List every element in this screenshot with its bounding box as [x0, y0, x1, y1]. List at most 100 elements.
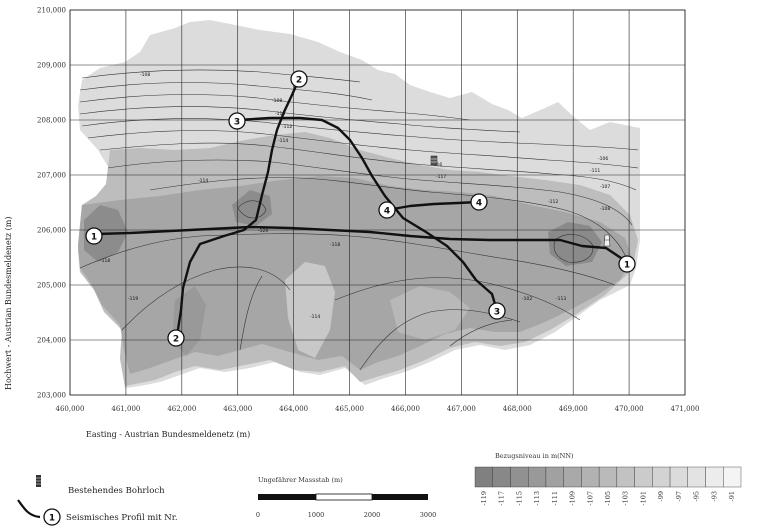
- x-tick-label: 465,000: [335, 405, 364, 413]
- colorbar-swatch: [705, 466, 724, 488]
- contour-line: [121, 266, 291, 331]
- colorbar-swatch: [652, 466, 671, 488]
- svg-text:4: 4: [476, 199, 482, 209]
- contour-label: -120: [258, 228, 268, 234]
- scale-title: Ungefährer Massstab (m): [258, 476, 343, 484]
- contour-label: -118: [330, 242, 340, 248]
- profile-3-marker-west[interactable]: 3: [228, 112, 246, 130]
- x-tick-label: 462,000: [167, 405, 196, 413]
- contour-label: -112: [282, 124, 292, 130]
- profile-markers: 1 1 2 2 3 3 4 4: [85, 70, 636, 347]
- contour-label: -106: [598, 156, 608, 162]
- contour-label: -107: [600, 184, 610, 190]
- profile-2-marker-north[interactable]: 2: [290, 70, 308, 88]
- colorbar-swatch: [581, 466, 600, 488]
- x-tick-label: 470,000: [615, 405, 644, 413]
- contour-label: -108: [600, 206, 610, 212]
- colorbar-label: -113: [533, 491, 541, 506]
- profile-4-marker-west[interactable]: 4: [378, 201, 396, 219]
- contour-line: [334, 277, 581, 321]
- colorbar-swatch: [723, 466, 742, 488]
- colorbar-swatch: [687, 466, 706, 488]
- y-tick-label: 206,000: [37, 227, 66, 235]
- x-tick-label: 468,000: [503, 405, 532, 413]
- scale-bar: [258, 493, 428, 501]
- contour-line: [79, 82, 373, 101]
- contour-label: -114: [278, 138, 288, 144]
- contour-line: [107, 159, 633, 226]
- colorbar-swatch: [492, 466, 511, 488]
- profile-1-marker-east[interactable]: 1: [618, 255, 636, 273]
- x-tick-label: 471,000: [671, 405, 700, 413]
- colorbar-label: -105: [604, 491, 612, 506]
- svg-text:1: 1: [91, 233, 97, 243]
- contour-line: [81, 69, 361, 83]
- y-tick-label: 208,000: [37, 117, 66, 125]
- borehole-icon[interactable]: [603, 234, 611, 247]
- profile-3-marker-south[interactable]: 3: [488, 302, 506, 320]
- contour-label: -113: [556, 296, 566, 302]
- x-axis-title: Easting - Austrian Bundesmeldenetz (m): [86, 430, 250, 439]
- svg-text:1: 1: [49, 514, 55, 524]
- y-tick-label: 203,000: [37, 392, 66, 400]
- colorbar-swatch: [528, 466, 547, 488]
- profile-1-marker-west[interactable]: 1: [85, 227, 103, 245]
- y-tick-labels: 203,000 204,000 205,000 206,000 207,000 208,0…: [37, 7, 66, 400]
- colorbar-label: -117: [498, 491, 506, 506]
- y-tick-label: 209,000: [37, 62, 66, 70]
- shaded-lobe-southeast: [390, 286, 470, 340]
- colorbar-swatch: [598, 466, 618, 488]
- contour-label: -111: [590, 168, 600, 174]
- colorbar-swatch: [510, 466, 529, 488]
- contour-label: -102: [522, 296, 532, 302]
- x-tick-labels: 460,000 461,000 462,000 463,000 464,000 465,0…: [56, 405, 700, 413]
- colorbar-label: -119: [480, 491, 488, 506]
- svg-text:2: 2: [296, 76, 302, 86]
- x-tick-label: 461,000: [111, 405, 140, 413]
- borehole-icon[interactable]: [430, 155, 438, 166]
- contour-line: [81, 118, 639, 151]
- colorbar-label: -91: [728, 491, 736, 501]
- legend-borehole-icon: [36, 475, 41, 487]
- scale-tick: 3000: [420, 511, 437, 519]
- x-tick-label: 460,000: [56, 405, 85, 413]
- contour-label: -112: [548, 199, 558, 205]
- seismic-profile-4-line: [385, 200, 480, 212]
- contour-line: [87, 130, 639, 169]
- contour-line: [553, 234, 594, 263]
- svg-text:1: 1: [624, 261, 630, 271]
- colorbar-label: -115: [515, 491, 523, 506]
- legend-profile-label: Seismisches Profil mit Nr.: [66, 513, 178, 523]
- svg-text:3: 3: [494, 308, 500, 318]
- seismic-profiles: [94, 77, 629, 338]
- scale-tick: 1000: [308, 511, 325, 519]
- profile-4-marker-east[interactable]: 4: [470, 193, 488, 211]
- profile-2-marker-south[interactable]: 2: [167, 329, 185, 347]
- legend-borehole-label: Bestehendes Bohrloch: [68, 486, 165, 496]
- colorbar-label: -107: [586, 491, 594, 506]
- contour-line: [449, 319, 513, 347]
- colorbar-swatch: [634, 466, 653, 488]
- colorbar-label: -101: [639, 491, 647, 506]
- y-tick-label: 210,000: [37, 7, 66, 15]
- x-tick-label: 469,000: [559, 405, 588, 413]
- colorbar-label: -111: [551, 491, 559, 506]
- colorbar-label: -99: [657, 491, 665, 501]
- colorbar-swatch: [563, 466, 582, 488]
- colorbar-labels: -119 -117 -115 -113 -111 -109 -107 -105 -103 -101…: [480, 491, 736, 506]
- plot-frame: [69, 9, 686, 396]
- y-tick-label: 205,000: [37, 282, 66, 290]
- shaded-region-dark: [78, 176, 632, 374]
- colorbar-label: -93: [710, 491, 718, 501]
- colorbar-label: -109: [569, 491, 577, 506]
- scale-tick: 0: [256, 511, 260, 519]
- legend: Bestehendes Bohrloch 1 Seismisches Profi…: [17, 452, 742, 526]
- y-tick-label: 207,000: [37, 172, 66, 180]
- svg-text:3: 3: [234, 118, 240, 128]
- contour-label: -119: [128, 296, 138, 302]
- svg-text:4: 4: [384, 207, 390, 217]
- colorbar-label: -95: [693, 491, 701, 501]
- shaded-lobe-south: [285, 262, 335, 358]
- colorbar: [474, 466, 742, 488]
- colorbar-label: -103: [622, 491, 630, 506]
